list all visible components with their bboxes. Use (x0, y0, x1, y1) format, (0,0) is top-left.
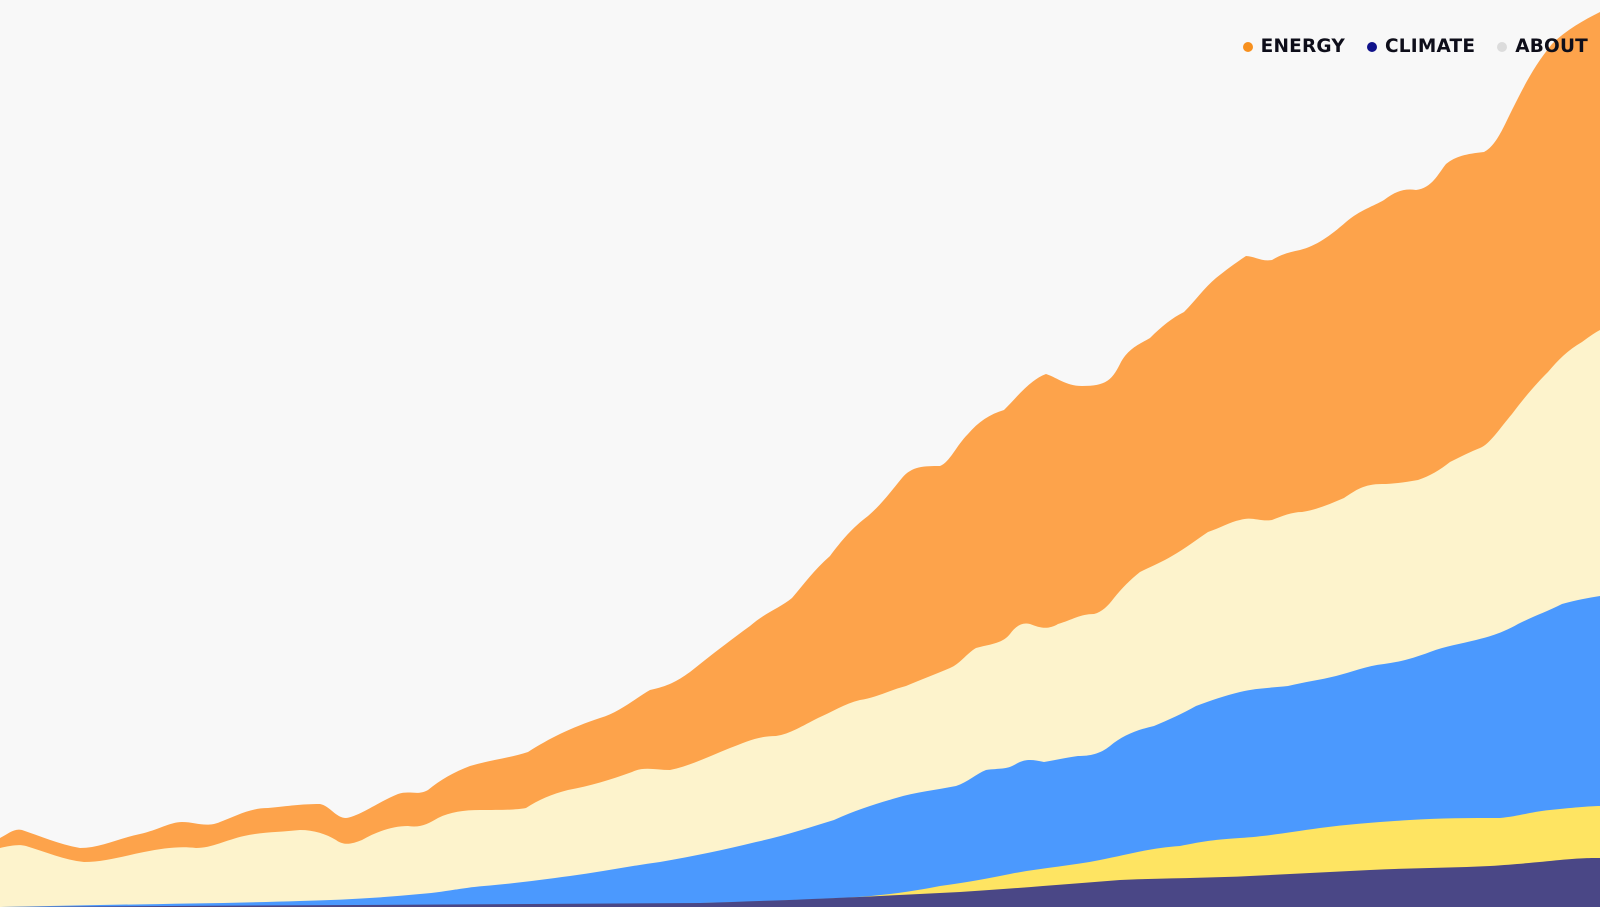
nav-item-climate[interactable]: CLIMATE (1367, 36, 1475, 57)
nav-item-energy[interactable]: ENERGY (1242, 36, 1345, 57)
top-nav: ENERGY CLIMATE ABOUT (1242, 36, 1588, 57)
climate-dot-icon (1367, 41, 1377, 52)
about-dot-icon (1497, 41, 1508, 52)
nav-item-label: ENERGY (1260, 36, 1345, 57)
nav-item-about[interactable]: ABOUT (1497, 36, 1588, 57)
energy-dot-icon (1242, 41, 1253, 52)
nav-item-label: ABOUT (1515, 36, 1588, 57)
nav-item-label: CLIMATE (1385, 36, 1476, 57)
blue-area-layer (0, 596, 1600, 907)
purple-area-layer (0, 858, 1600, 907)
